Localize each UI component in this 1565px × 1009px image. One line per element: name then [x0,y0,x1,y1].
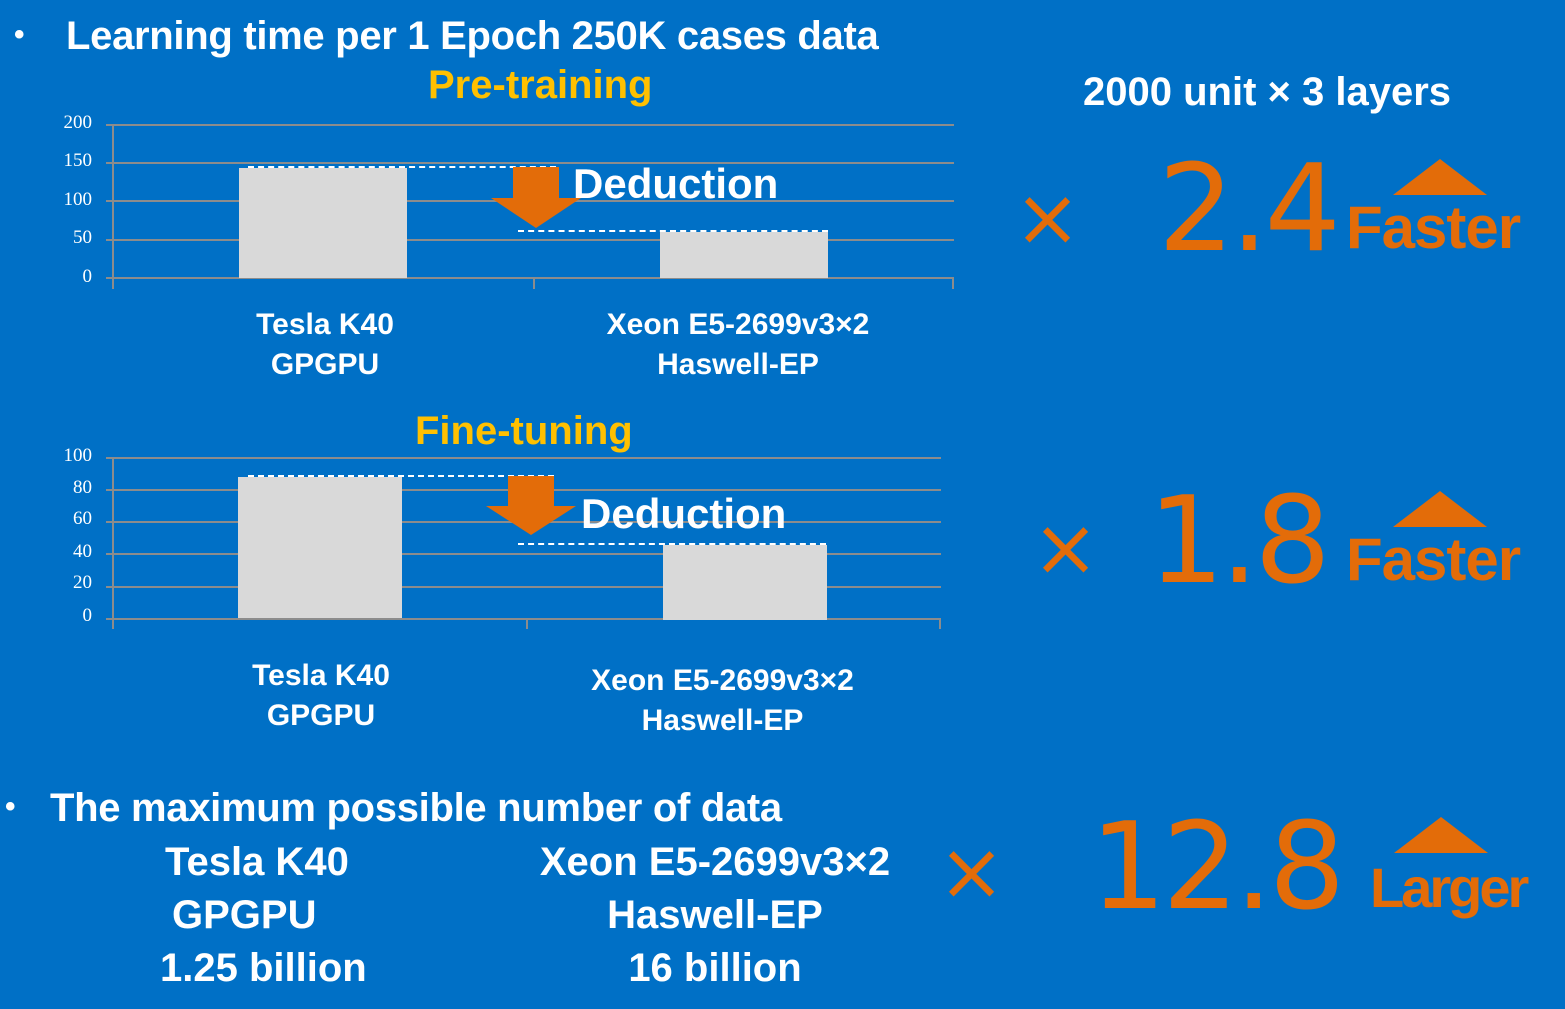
x-axis [106,618,941,620]
category-label-gpu: Tesla K40 GPGPU [225,305,425,385]
category-line: Haswell-EP [641,704,804,737]
bar-xeon [660,232,828,278]
times-icon: × [1032,501,1100,594]
bar-xeon [663,545,827,620]
times-icon: × [938,825,1006,918]
y-axis [112,457,114,629]
dashed-guide-top [248,166,556,168]
category-label-gpu: Tesla K40 GPGPU [221,656,421,736]
speedup-word-finetuning: Faster [1346,526,1521,593]
y-tick: 80 [73,477,92,498]
bar-tesla-k40 [238,477,402,618]
ratio-word-maxdata: Larger [1370,856,1529,919]
down-arrow-icon [486,476,576,535]
gridline [106,586,941,588]
bullet-dot: • [14,18,25,51]
y-tick: 0 [82,605,93,626]
up-triangle-icon [1393,491,1487,527]
y-tick: 0 [82,266,93,287]
x-tick [939,618,941,629]
up-triangle-icon [1393,159,1487,195]
gpu-value: 1.25 billion [160,946,367,990]
category-line: Xeon E5-2699v3×2 [606,308,870,341]
y-tick: 150 [63,150,93,171]
times-icon: × [1014,171,1082,264]
category-line: GPGPU [270,348,380,381]
y-tick: 50 [73,227,92,248]
x-axis [106,277,954,279]
x-tick [952,277,954,289]
deduction-label: Deduction [581,490,787,537]
config-label: 2000 unit × 3 layers [1083,70,1452,114]
bullet-dot: • [5,790,16,823]
up-triangle-icon [1394,817,1488,853]
category-line: GPGPU [266,699,376,732]
x-tick [526,618,528,629]
chart-title-pretraining: Pre-training [428,63,653,107]
speedup-value-finetuning: 1.8 [1148,472,1331,611]
gridline [106,553,941,555]
cpu-max-data: Xeon E5-2699v3×2 Haswell-EP 16 billion [515,836,915,995]
y-tick: 100 [63,189,93,210]
gridline [106,457,941,459]
gridline [106,239,954,241]
category-line: Haswell-EP [657,348,819,381]
x-tick [533,277,535,289]
ratio-value-maxdata: 12.8 [1090,798,1345,937]
category-line: Xeon E5-2699v3×2 [591,664,854,697]
y-axis [112,124,114,289]
y-tick: 100 [63,445,93,466]
category-label-cpu: Xeon E5-2699v3×2 Haswell-EP [588,305,888,385]
down-arrow-icon [491,167,581,228]
y-tick: 20 [73,572,92,593]
category-label-cpu: Xeon E5-2699v3×2 Haswell-EP [570,661,875,741]
y-tick: 200 [63,112,93,133]
dashed-guide-bottom [518,230,828,232]
speedup-value-pretraining: 2.4 [1158,140,1341,279]
gridline [106,162,954,164]
dashed-guide-top [248,475,554,477]
chart-title-finetuning: Fine-tuning [415,409,633,453]
y-tick: 60 [73,508,92,529]
section-heading-max-data: The maximum possible number of data [50,786,782,830]
gridline [106,124,954,126]
category-line: Tesla K40 [252,659,390,692]
cpu-value: 16 billion [628,946,802,990]
deduction-label: Deduction [573,160,779,207]
gpu-name-line: Tesla K40 [165,840,349,884]
speedup-word-pretraining: Faster [1346,194,1521,261]
dashed-guide-bottom [518,543,826,545]
cpu-name-line: Xeon E5-2699v3×2 [539,840,891,884]
gpu-type-line: GPGPU [172,893,317,937]
bar-tesla-k40 [239,168,407,278]
gpu-max-data: Tesla K40 GPGPU 1.25 billion [140,836,400,995]
cpu-type-line: Haswell-EP [607,893,823,937]
category-line: Tesla K40 [256,308,394,341]
section-heading-learning-time: Learning time per 1 Epoch 250K cases dat… [66,14,879,58]
y-tick: 40 [73,541,92,562]
